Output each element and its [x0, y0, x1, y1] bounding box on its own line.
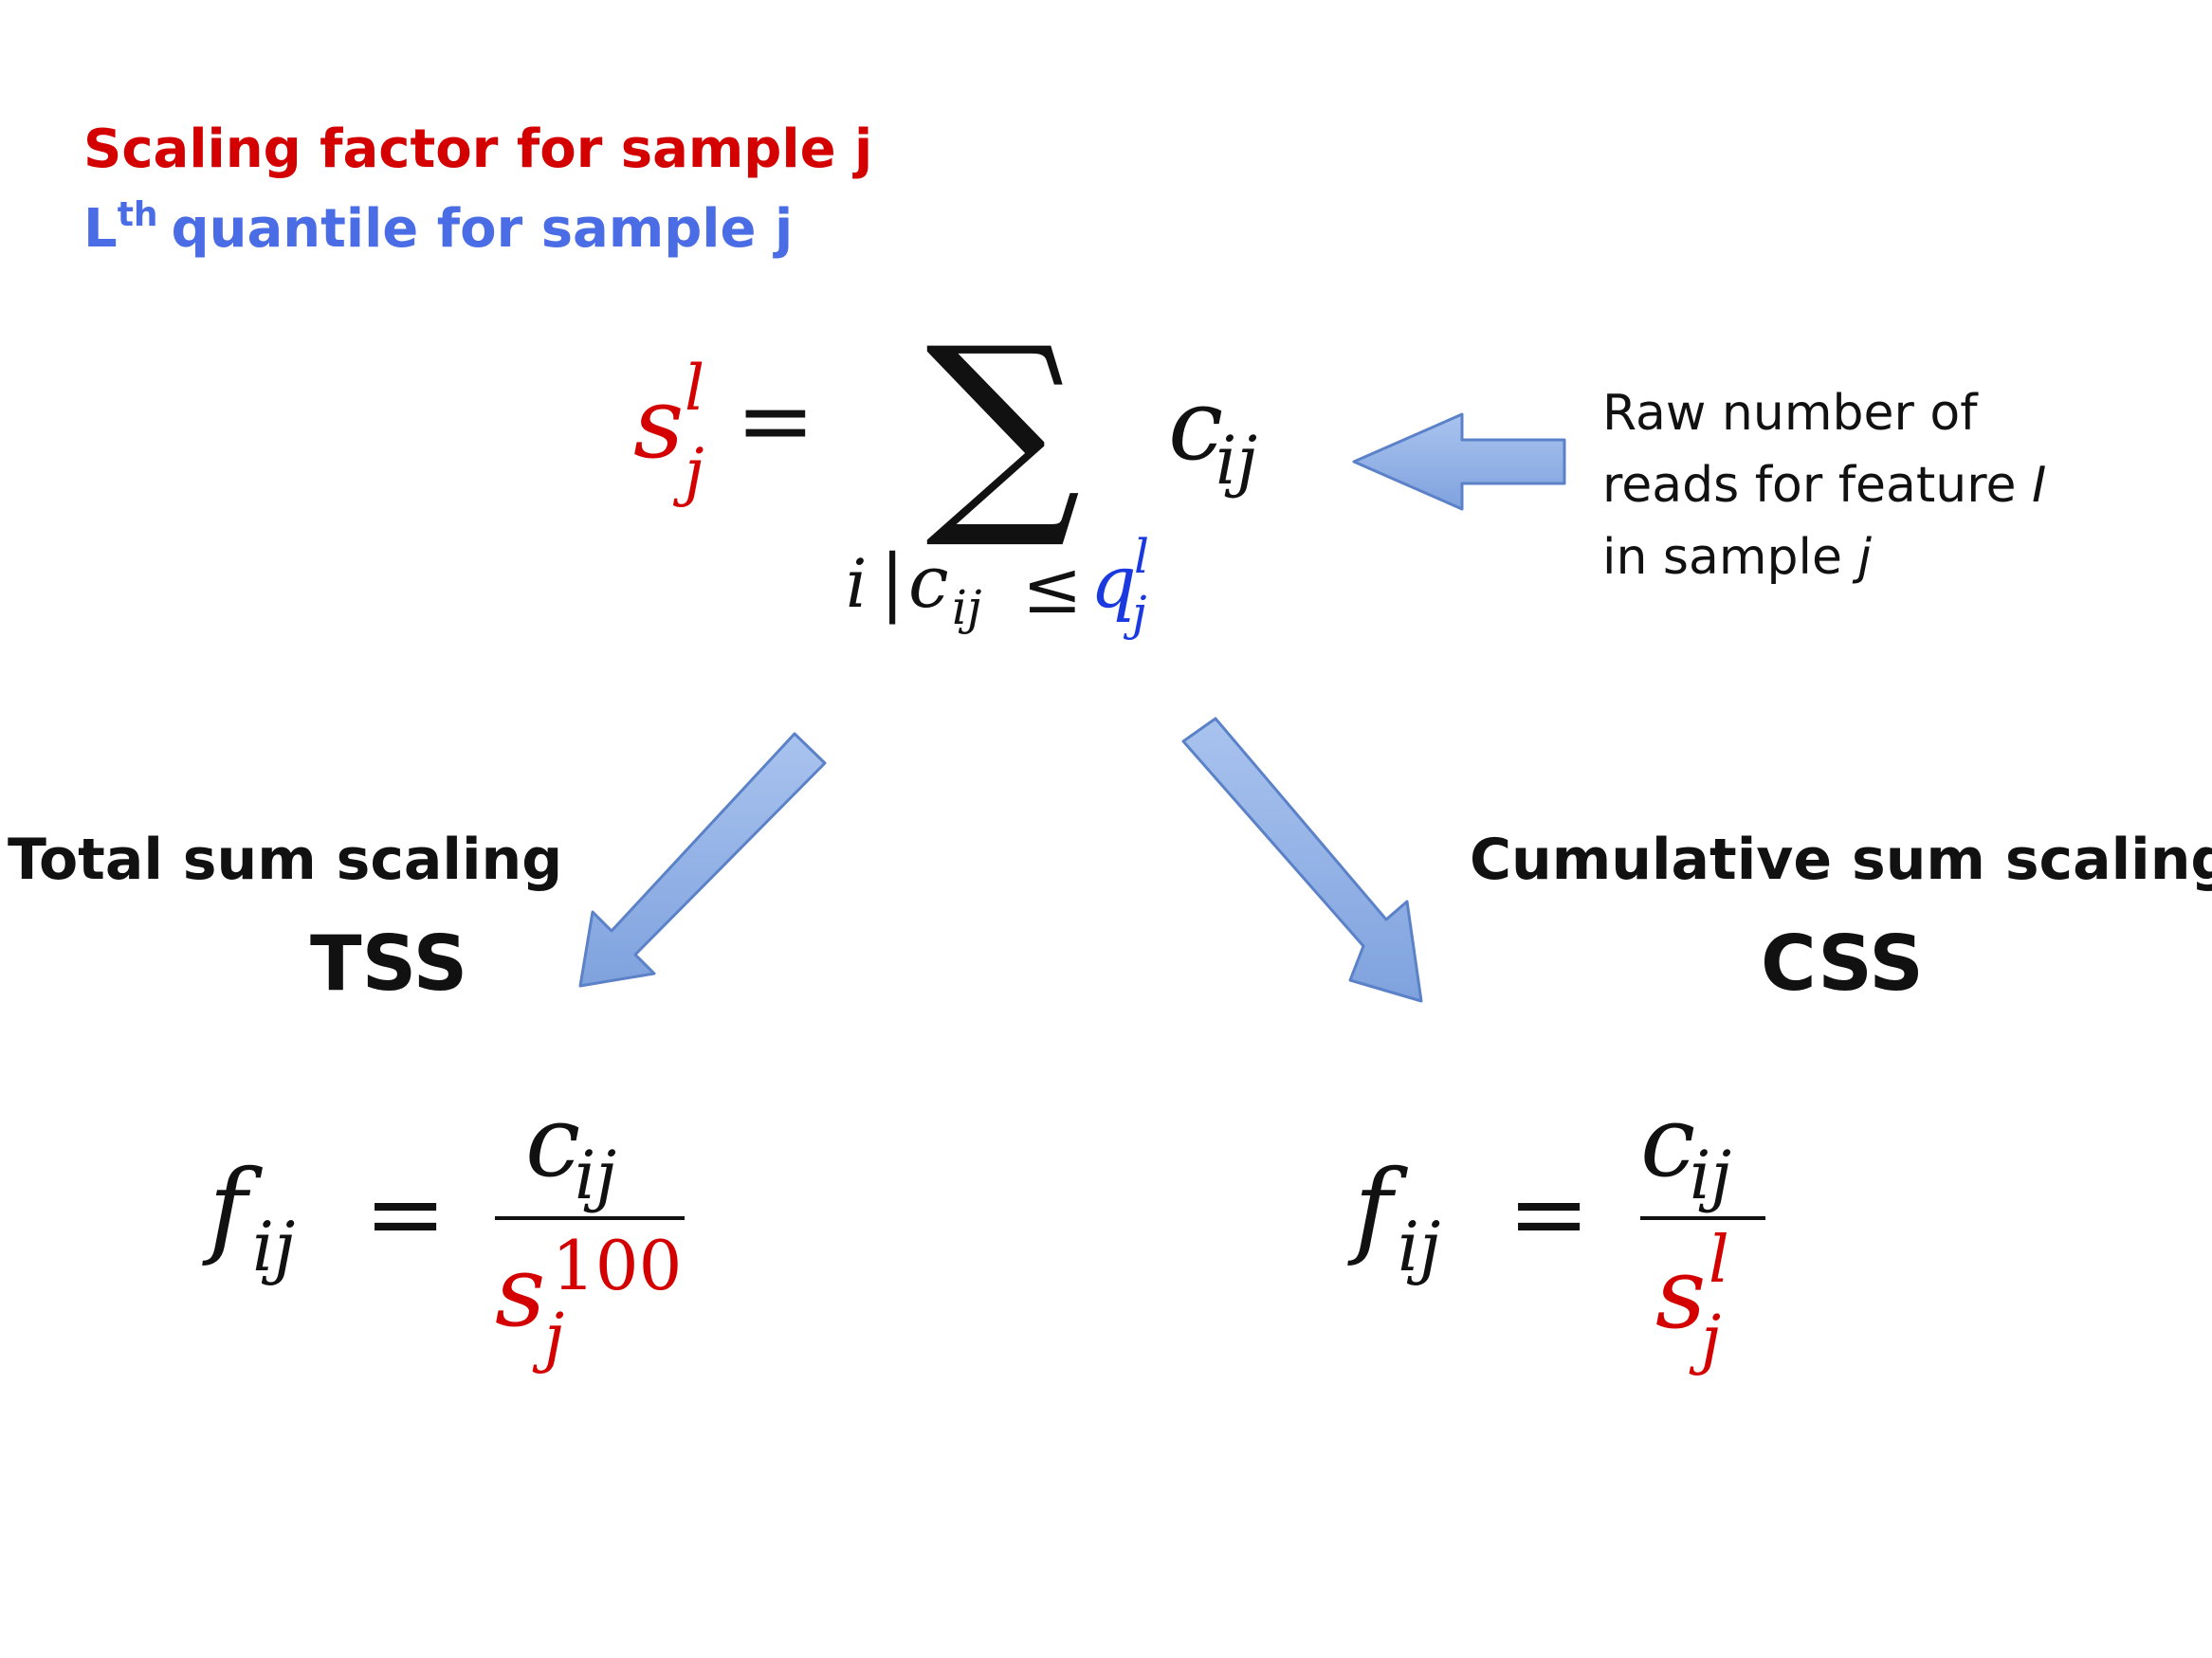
main-term-sub: ij	[1216, 422, 1257, 500]
css-abbr: CSS	[1761, 920, 1924, 1008]
annotation-line-3: in sample j	[1602, 529, 1872, 586]
annotation-line-1: Raw number of	[1602, 385, 1978, 442]
arrow-down-left-icon	[578, 732, 827, 988]
css-lhs-sub: ij	[1398, 1207, 1440, 1286]
legend-quantile-base: L	[83, 198, 118, 260]
tss-numerator-c: c	[525, 1084, 580, 1199]
limit-bar: |	[880, 539, 905, 625]
legend-quantile-sup: th	[117, 195, 158, 234]
tss-denominator-s: s	[495, 1233, 545, 1349]
annotation-line-2: reads for feature I	[1602, 457, 2047, 514]
main-lhs-sup: l	[685, 352, 704, 425]
legend-quantile-text: quantile for sample j	[171, 198, 794, 260]
tss-numerator-sub: ij	[575, 1137, 616, 1214]
css-equals: =	[1508, 1156, 1590, 1271]
legend-scaling-factor: Scaling factor for sample j	[83, 118, 873, 180]
main-term-c: c	[1168, 367, 1223, 483]
tss-abbr: TSS	[310, 920, 468, 1008]
arrow-down-right-icon	[1181, 717, 1423, 1003]
limit-leq: ≤	[1022, 545, 1083, 629]
tss-lhs-sub: ij	[252, 1207, 295, 1286]
summation-symbol: ∑	[925, 301, 1081, 555]
limit-q: q	[1090, 539, 1137, 624]
css-formula: f ij = c ij s l j	[1347, 1084, 1765, 1377]
css-denominator-sup: l	[1709, 1223, 1729, 1298]
annotation-feature-symbol: I	[2032, 457, 2047, 514]
legend-quantile: Lth quantile for sample j	[83, 198, 793, 256]
limit-c-sub: ij	[952, 580, 982, 635]
tss-denominator-sup: 100	[552, 1226, 682, 1305]
tss-formula: f ij = c ij s 100 j	[202, 1084, 685, 1376]
annotation-sample-symbol: j	[1857, 529, 1872, 586]
main-equals: =	[736, 365, 815, 476]
limit-c: c	[908, 539, 949, 624]
tss-name: Total sum scaling	[8, 827, 563, 893]
css-numerator-c: c	[1640, 1084, 1695, 1199]
css-name: Cumulative sum scaling	[1470, 827, 2212, 893]
main-lhs-s: s	[633, 365, 684, 481]
tss-equals: =	[364, 1156, 447, 1271]
arrow-left-icon	[1352, 412, 1566, 511]
limit-q-sup: l	[1134, 529, 1149, 584]
css-denominator-s: s	[1655, 1235, 1706, 1351]
css-numerator-sub: ij	[1690, 1137, 1731, 1214]
main-formula: s l j = ∑ c ij i | c ij ≤ q l j	[633, 301, 1257, 641]
limit-i: i	[846, 545, 867, 623]
raw-reads-annotation: Raw number of reads for feature I in sam…	[1602, 377, 2046, 593]
